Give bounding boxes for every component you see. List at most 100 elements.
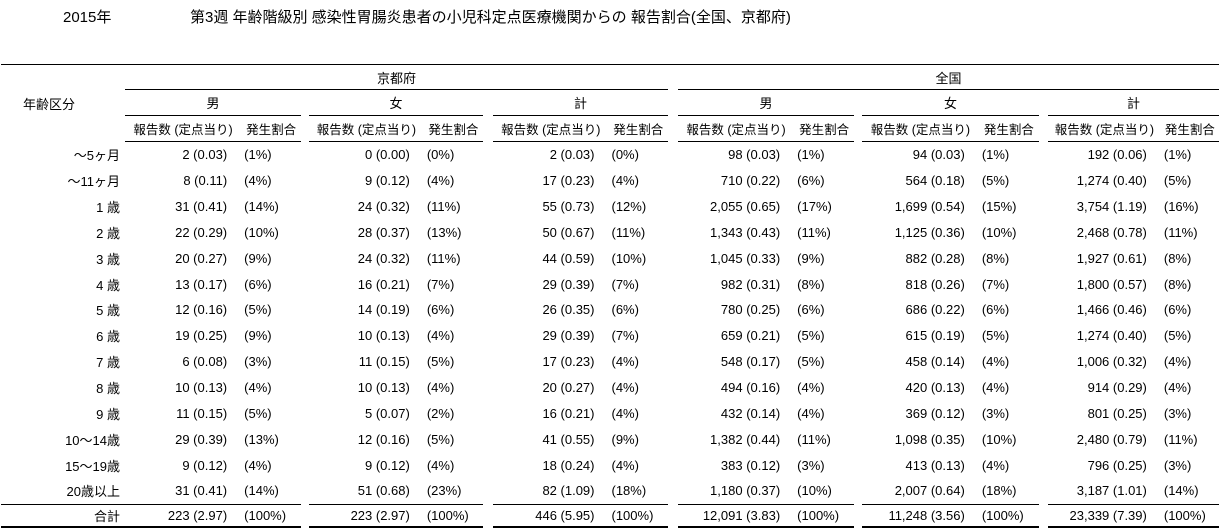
column-gap	[668, 90, 678, 116]
incidence-ratio-cell: (1%)	[981, 147, 1010, 163]
column-gap	[301, 220, 309, 246]
incidence-ratio-cell: (4%)	[611, 173, 639, 189]
data-group: 192 (0.06) (1%)	[1048, 142, 1219, 168]
incidence-ratio-cell: (2%)	[426, 405, 455, 421]
measure-header-group: 報告数 (定点当り) 発生割合	[493, 116, 668, 142]
data-group: 14 (0.19) (6%)	[309, 297, 483, 323]
data-group: 818 (0.26) (7%)	[862, 271, 1039, 297]
data-group: 413 (0.13) (4%)	[862, 452, 1039, 478]
age-cell: 7 歳	[96, 355, 120, 371]
incidence-ratio-cell: (17%)	[797, 199, 832, 215]
incidence-ratio-cell: (5%)	[1163, 173, 1192, 189]
report-count-cell: 1,466 (0.46)	[1076, 302, 1147, 318]
incidence-ratio-cell: (10%)	[981, 224, 1017, 240]
report-count-cell: 1,343 (0.43)	[710, 224, 781, 240]
report-count-cell: 10 (0.13)	[357, 328, 410, 344]
column-gap	[301, 142, 309, 168]
sex-header-kyoto-female: 女	[309, 90, 483, 116]
data-group: 3,754 (1.19) (16%)	[1048, 194, 1219, 220]
report-count-cell: 1,125 (0.36)	[894, 224, 965, 240]
column-gap	[483, 220, 493, 246]
column-gap	[483, 349, 493, 375]
ratio-header: 発生割合	[428, 123, 479, 137]
data-group: 26 (0.35) (6%)	[493, 297, 668, 323]
column-gap	[483, 478, 493, 504]
report-count-cell: 98 (0.03)	[728, 147, 781, 163]
data-group: 20 (0.27) (9%)	[125, 245, 301, 271]
report-count-cell: 22 (0.29)	[175, 224, 228, 240]
sex-header-row: 男 女 計 男 女 計	[1, 90, 1219, 116]
data-group: 2 (0.03) (1%)	[125, 142, 301, 168]
incidence-ratio-cell: (11%)	[611, 224, 646, 240]
report-count-cell: 2 (0.03)	[182, 147, 228, 163]
age-cell: 6 歳	[96, 329, 120, 345]
age-cell: 〜5ヶ月	[73, 148, 120, 164]
incidence-ratio-cell: (100%)	[244, 507, 287, 523]
report-count-cell: 11,248 (3.56)	[888, 507, 965, 523]
count-header: 報告数 (定点当り)	[1054, 123, 1155, 137]
data-group: 19 (0.25) (9%)	[125, 323, 301, 349]
data-group: 2,007 (0.64) (18%)	[862, 478, 1039, 504]
data-group: 458 (0.14) (4%)	[862, 349, 1039, 375]
report-count-cell: 1,927 (0.61)	[1076, 250, 1147, 266]
data-group: 1,045 (0.33) (9%)	[678, 245, 854, 271]
data-group: 2 (0.03) (0%)	[493, 142, 668, 168]
incidence-ratio-cell: (100%)	[797, 507, 840, 523]
report-count-cell: 0 (0.00)	[365, 147, 410, 163]
report-count-cell: 383 (0.12)	[720, 457, 781, 473]
incidence-ratio-cell: (7%)	[611, 276, 639, 292]
data-group: 55 (0.73) (12%)	[493, 194, 668, 220]
data-group: 18 (0.24) (4%)	[493, 452, 668, 478]
incidence-ratio-cell: (0%)	[426, 147, 455, 163]
sex-header-kyoto-total: 計	[493, 90, 668, 116]
data-group: 615 (0.19) (5%)	[862, 323, 1039, 349]
column-gap	[668, 375, 678, 401]
data-group: 1,006 (0.32) (4%)	[1048, 349, 1219, 375]
report-count-cell: 801 (0.25)	[1087, 405, 1147, 421]
column-gap	[1039, 142, 1048, 168]
column-gap	[668, 116, 678, 142]
report-count-cell: 192 (0.06)	[1087, 147, 1147, 163]
report-count-cell: 1,006 (0.32)	[1076, 354, 1147, 370]
incidence-ratio-cell: (6%)	[611, 302, 639, 318]
column-gap	[483, 452, 493, 478]
data-group: 369 (0.12) (3%)	[862, 400, 1039, 426]
column-gap	[301, 349, 309, 375]
column-gap	[668, 168, 678, 194]
report-count-cell: 11 (0.15)	[176, 405, 228, 421]
data-group: 8 (0.11) (4%)	[125, 168, 301, 194]
data-group: 564 (0.18) (5%)	[862, 168, 1039, 194]
count-header: 報告数 (定点当り)	[501, 123, 601, 137]
sex-header-zenkoku-total: 計	[1048, 90, 1219, 116]
column-gap	[301, 116, 309, 142]
data-group: 44 (0.59) (10%)	[493, 245, 668, 271]
incidence-ratio-cell: (10%)	[611, 250, 647, 266]
column-gap	[301, 90, 309, 116]
report-count-cell: 24 (0.32)	[357, 199, 410, 215]
column-gap	[1039, 349, 1048, 375]
column-gap	[668, 400, 678, 426]
incidence-ratio-cell: (13%)	[244, 431, 279, 447]
column-gap	[668, 478, 678, 504]
report-count-cell: 24 (0.32)	[357, 250, 410, 266]
report-count-cell: 1,699 (0.54)	[894, 199, 965, 215]
incidence-ratio-cell: (4%)	[1163, 380, 1192, 396]
incidence-ratio-cell: (4%)	[244, 457, 272, 473]
report-count-cell: 41 (0.55)	[542, 431, 595, 447]
report-count-cell: 18 (0.24)	[542, 457, 595, 473]
data-group: 82 (1.09) (18%)	[493, 478, 668, 504]
region-header-zenkoku: 全国	[678, 65, 1219, 90]
column-gap	[1039, 168, 1048, 194]
report-table: 京都府 全国 男 女 計 男 女 計 報告数 (定	[1, 64, 1219, 528]
incidence-ratio-cell: (5%)	[1163, 328, 1192, 344]
incidence-ratio-cell: (5%)	[797, 354, 825, 370]
column-gap	[483, 504, 493, 528]
incidence-ratio-cell: (7%)	[611, 328, 639, 344]
table-body: 〜5ヶ月 2 (0.03) (1%) 0 (0.00) (0%) 2 (0.03) (0%)…	[1, 142, 1219, 528]
count-header: 報告数 (定点当り)	[686, 123, 786, 137]
incidence-ratio-cell: (0%)	[611, 147, 639, 163]
table-row: 8 歳 10 (0.13) (4%) 10 (0.13) (4%) 20 (0.27) (4…	[1, 375, 1219, 401]
report-count-cell: 3,754 (1.19)	[1076, 199, 1147, 215]
column-gap	[1039, 297, 1048, 323]
report-count-cell: 432 (0.14)	[720, 405, 781, 421]
